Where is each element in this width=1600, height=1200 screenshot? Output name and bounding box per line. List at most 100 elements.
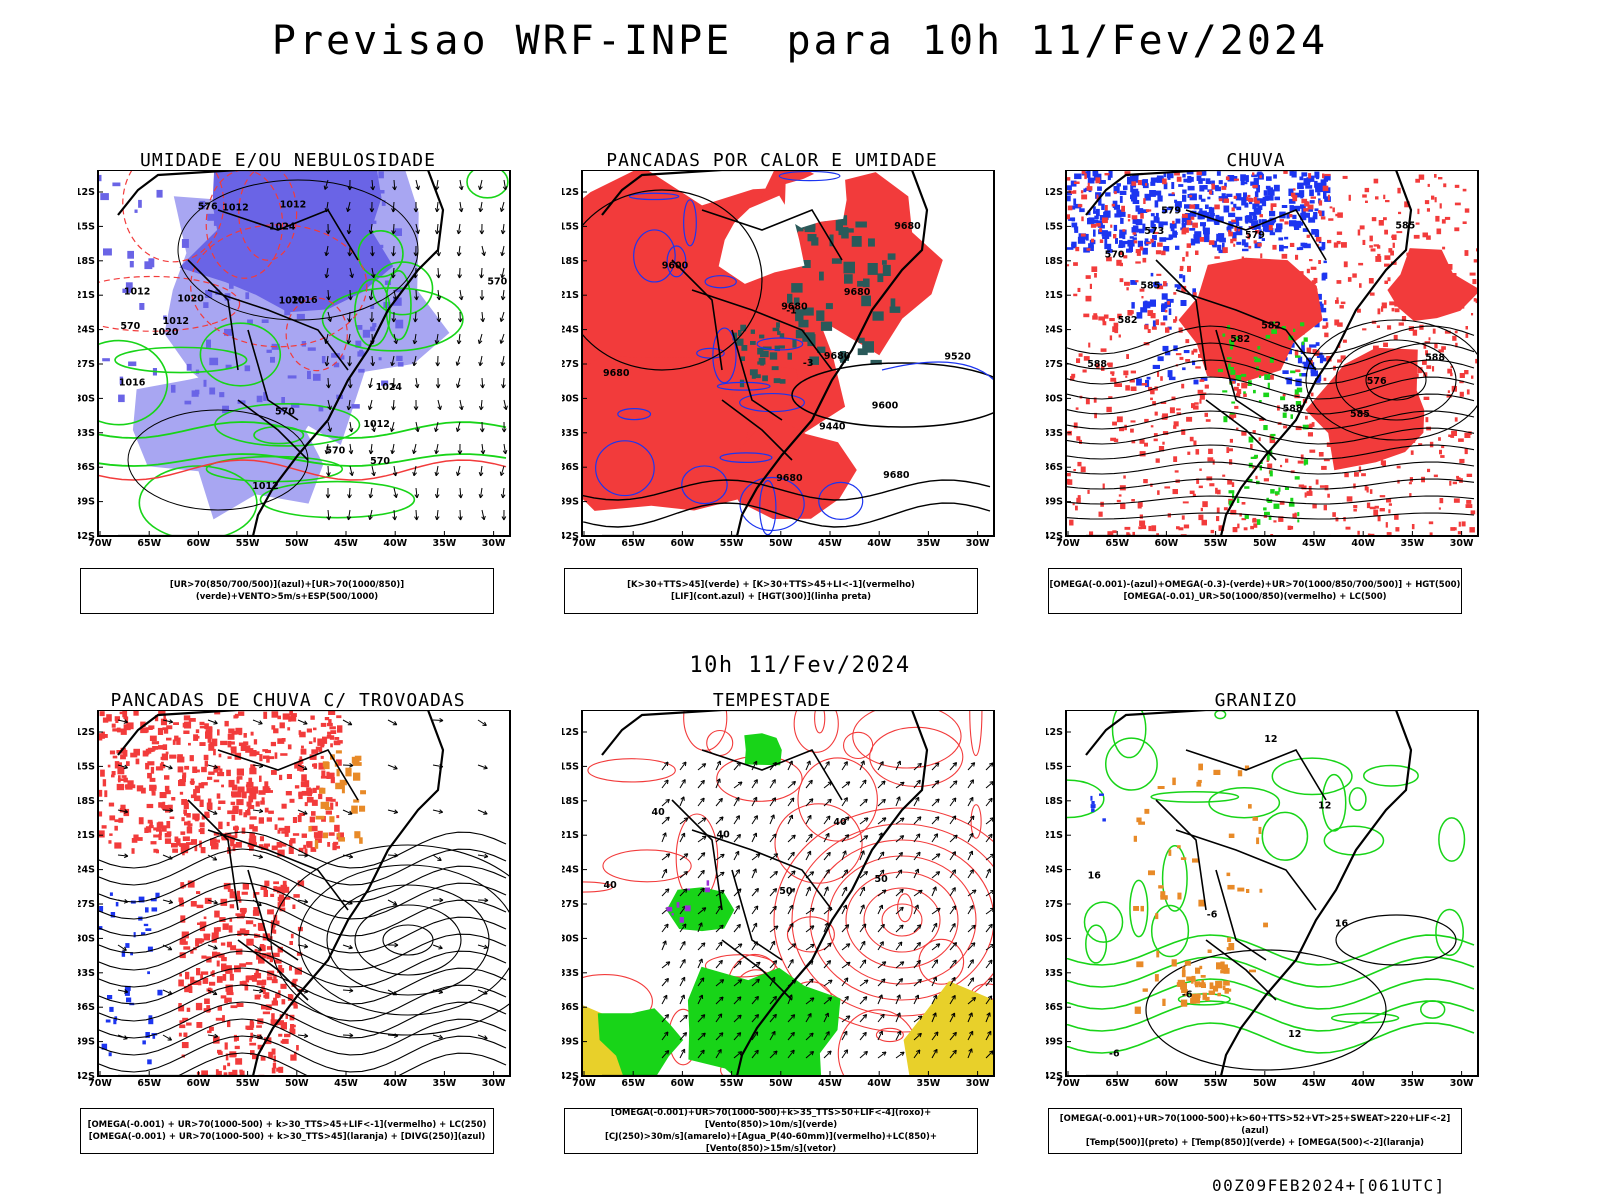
field-speck <box>1099 227 1102 232</box>
wind-vector <box>349 355 351 367</box>
wind-vector-head <box>479 428 485 433</box>
field-speck <box>1148 386 1153 392</box>
field-speck <box>1273 184 1280 192</box>
field-speck <box>1425 350 1428 356</box>
lon-tick-label: 30W <box>966 538 990 549</box>
field-speck <box>1466 473 1473 477</box>
map-field-layer <box>1066 170 1478 536</box>
wind-vector <box>697 1049 705 1059</box>
contour-line <box>739 392 805 413</box>
field-speck <box>1254 454 1258 458</box>
field-speck <box>147 747 155 752</box>
wind-vector <box>913 762 922 771</box>
field-speck <box>264 880 270 887</box>
lat-tick-label: 24S <box>562 325 579 336</box>
field-speck <box>1108 170 1113 178</box>
field-speck <box>1195 967 1201 974</box>
field-speck <box>1342 339 1347 343</box>
field-speck <box>1236 241 1242 245</box>
field-speck <box>870 359 882 365</box>
wind-vector <box>477 1034 488 1040</box>
lat-tick-label: 27S <box>1046 359 1063 370</box>
field-speck <box>176 838 181 846</box>
wind-vector-head <box>988 797 993 803</box>
field-speck <box>1208 206 1212 214</box>
field-speck <box>1261 220 1268 227</box>
field-speck <box>148 825 154 829</box>
field-speck <box>259 754 263 762</box>
field-speck <box>270 1019 278 1026</box>
field-speck <box>273 914 278 922</box>
field-speck <box>776 322 780 328</box>
field-speck <box>1357 308 1361 313</box>
wind-vector-head <box>790 851 795 857</box>
field-speck <box>109 892 113 896</box>
wind-vector <box>715 797 723 807</box>
contour-line <box>1305 319 1478 441</box>
field-speck <box>311 811 316 816</box>
field-speck <box>769 352 778 360</box>
field-speck <box>99 711 105 717</box>
field-speck <box>208 726 213 733</box>
wind-vector-head <box>790 888 796 893</box>
field-speck <box>106 714 112 722</box>
wind-vector-head <box>434 230 440 235</box>
wind-vector-head <box>809 1032 814 1038</box>
contour-line <box>582 479 991 501</box>
field-speck <box>877 273 884 283</box>
wind-vector-head <box>899 835 905 840</box>
wind-vector-head <box>346 339 352 345</box>
wind-vector-head <box>791 834 796 840</box>
field-speck <box>222 923 229 930</box>
lat-tick-label: 33S <box>78 968 95 979</box>
field-speck <box>1159 237 1167 242</box>
lon-tick-label: 60W <box>187 538 211 549</box>
field-speck <box>257 1044 263 1050</box>
field-speck <box>1259 214 1263 218</box>
contour-label: 570 <box>487 277 507 288</box>
wind-vector <box>769 960 778 969</box>
state-border <box>691 289 833 371</box>
lon-tick-label: 60W <box>671 1078 695 1089</box>
wind-vector-head <box>825 1031 830 1036</box>
field-speck <box>261 985 265 993</box>
wind-vector-head <box>347 721 353 726</box>
field-speck <box>270 930 275 934</box>
field-speck <box>1274 491 1280 495</box>
field-speck <box>1201 519 1207 526</box>
field-speck <box>336 815 340 819</box>
field-speck <box>120 729 127 735</box>
field-speck <box>1168 308 1172 315</box>
field-speck <box>1241 502 1246 505</box>
field-speck <box>370 304 375 309</box>
field-speck <box>350 176 357 185</box>
map-frame <box>97 170 511 537</box>
wind-vector-head <box>347 362 353 367</box>
field-speck <box>112 728 119 732</box>
field-speck <box>142 750 149 757</box>
wind-vector-head <box>969 832 974 838</box>
field-speck <box>1096 208 1100 217</box>
field-speck <box>872 311 884 321</box>
field-speck <box>1142 247 1148 255</box>
field-speck <box>1103 314 1109 319</box>
field-speck <box>229 891 236 899</box>
field-speck <box>1361 473 1366 477</box>
wind-vector-head <box>346 405 352 411</box>
field-speck <box>1418 174 1425 180</box>
field-speck <box>277 896 284 902</box>
chart-panel: GRANIZO 16 16 12 12 12 -6 -6 -6 12S 15S 18S 21S 24S 27… <box>1046 690 1479 1154</box>
field-speck <box>1423 396 1430 400</box>
wind-vector <box>392 245 395 257</box>
field-speck <box>1226 357 1232 360</box>
field-speck <box>303 174 310 180</box>
field-speck <box>157 727 164 735</box>
field-blob <box>582 356 748 511</box>
field-speck <box>158 745 165 750</box>
field-speck <box>195 389 200 395</box>
field-speck <box>1438 349 1444 353</box>
wind-vector-head <box>478 185 483 191</box>
field-speck <box>249 1042 257 1046</box>
field-speck <box>1311 229 1319 235</box>
field-speck <box>1450 372 1453 377</box>
